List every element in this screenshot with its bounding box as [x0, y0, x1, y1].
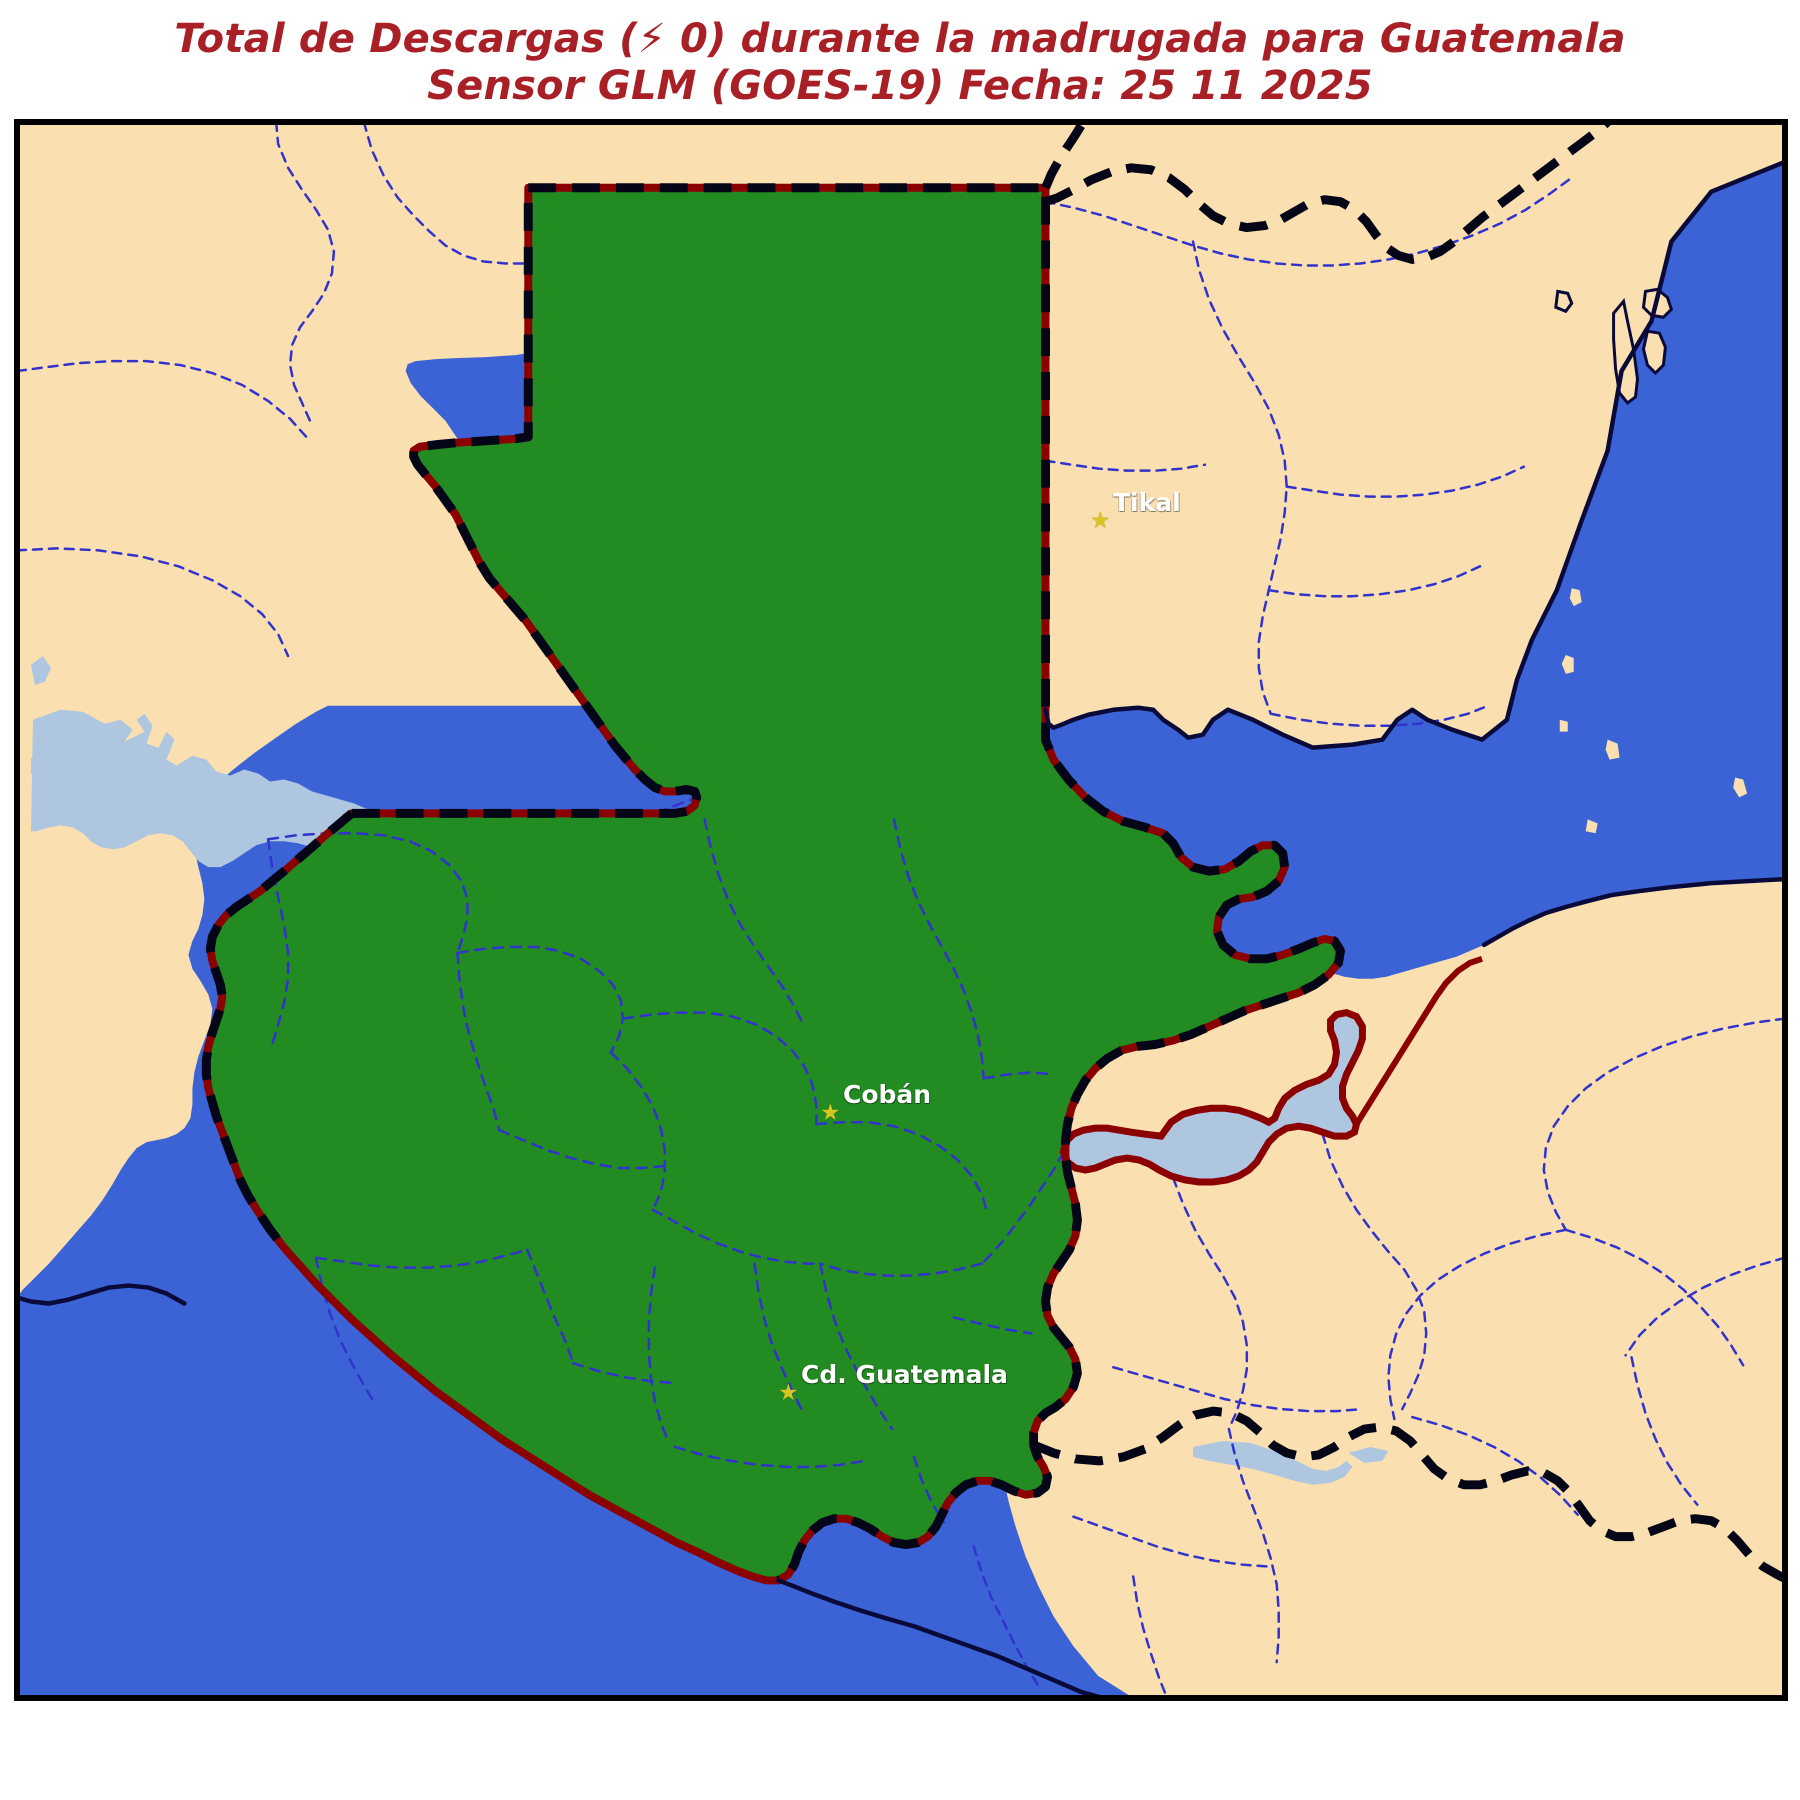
- amatique-bay: [1386, 875, 1461, 939]
- lake-chiapas: [30, 655, 51, 685]
- landmass-north: [17, 122, 1785, 1298]
- chart-title: Total de Descargas (⚡ 0) durante la madr…: [0, 16, 1800, 110]
- lake-honduras-tail: [1348, 1446, 1389, 1463]
- country-borders: [201, 122, 1785, 1585]
- guatemala-fill: [206, 187, 1341, 1581]
- caribbean-sea: [1482, 161, 1785, 880]
- lake-izabal: [1059, 1008, 1366, 1186]
- coastlines: [17, 159, 1785, 1698]
- map-frame[interactable]: ★ Tikal ★ Cobán ★ Cd. Guatemala: [14, 119, 1788, 1701]
- lake-honduras: [1193, 1440, 1353, 1485]
- honduras-border: [1031, 1406, 1785, 1583]
- caribbean-small-cays: [1302, 588, 1748, 983]
- rio-dulce-outline: [1353, 955, 1483, 1126]
- pacific-ocean: [17, 1285, 1134, 1698]
- map-canvas[interactable]: [17, 122, 1785, 1698]
- mexico-belize-border: [1041, 122, 1088, 190]
- title-line-2: Sensor GLM (GOES-19) Fecha: 25 11 2025: [427, 63, 1373, 110]
- lake-arm-west: [30, 755, 105, 810]
- title-line-1: Total de Descargas (⚡ 0) durante la madr…: [174, 16, 1626, 62]
- map-frame-stroke: [17, 122, 1785, 1698]
- guatemala-country-border: [528, 183, 1345, 1585]
